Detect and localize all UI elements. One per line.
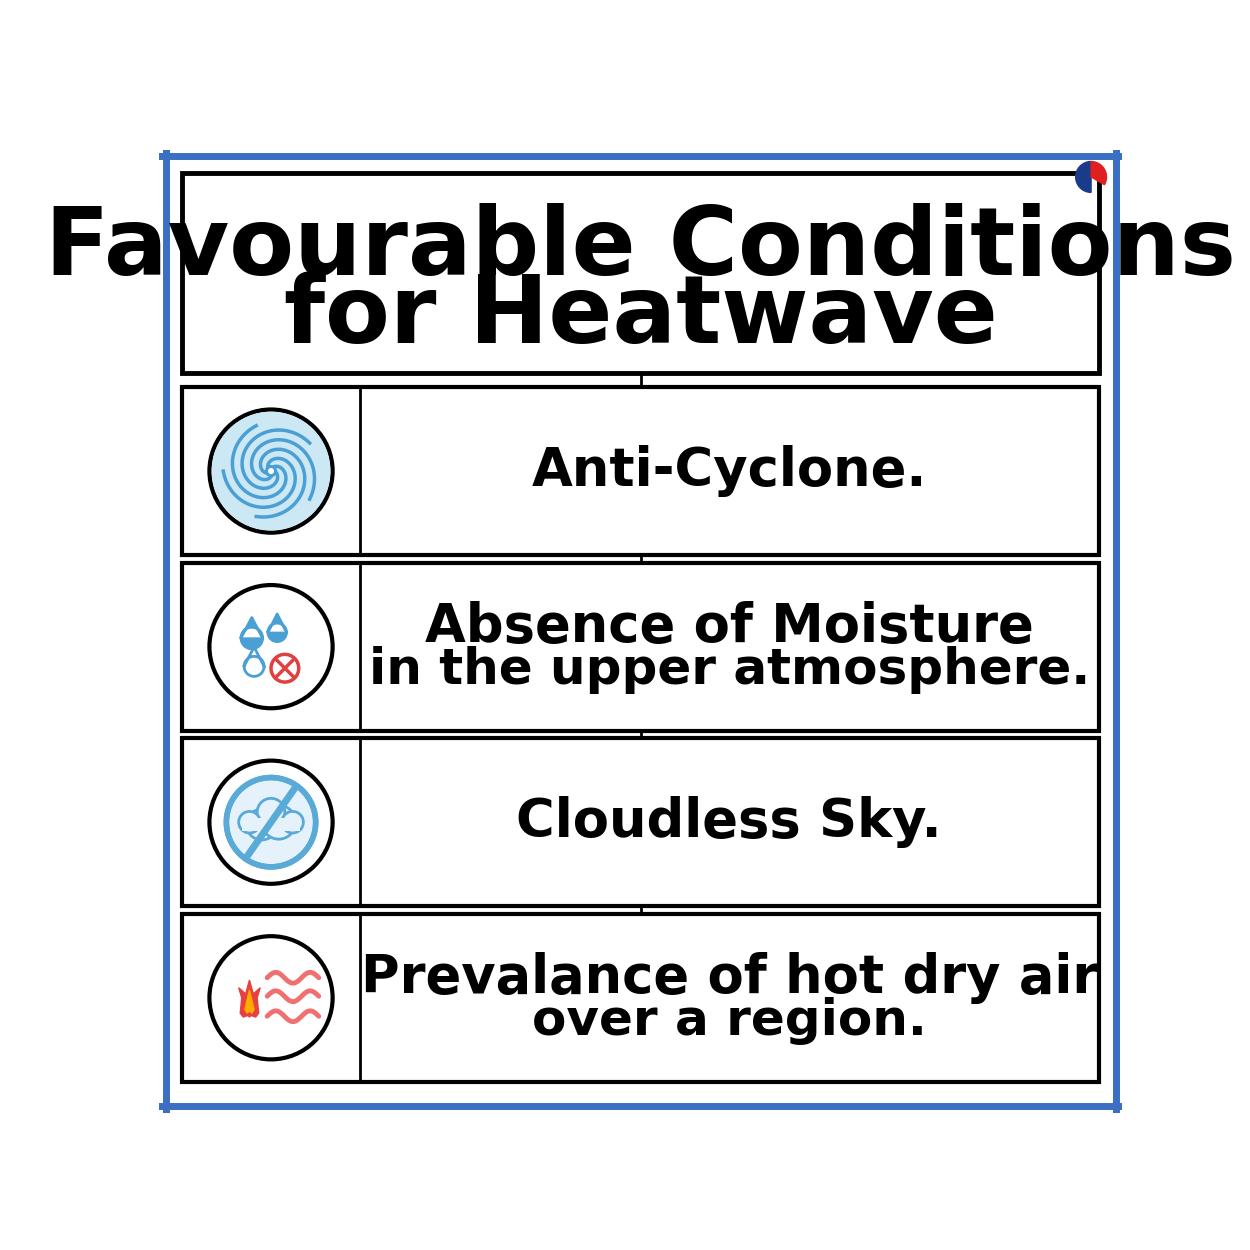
FancyBboxPatch shape <box>182 739 1099 906</box>
Circle shape <box>246 809 278 840</box>
Circle shape <box>210 410 332 532</box>
FancyBboxPatch shape <box>241 819 300 831</box>
Circle shape <box>258 799 285 826</box>
Circle shape <box>226 778 316 866</box>
FancyBboxPatch shape <box>182 914 1099 1081</box>
Circle shape <box>211 411 330 530</box>
Polygon shape <box>1091 161 1106 185</box>
Circle shape <box>210 760 332 884</box>
Circle shape <box>269 469 274 474</box>
Circle shape <box>281 811 304 832</box>
Text: Prevalance of hot dry air: Prevalance of hot dry air <box>360 951 1098 1004</box>
FancyBboxPatch shape <box>182 388 1099 555</box>
Circle shape <box>210 936 332 1059</box>
Text: Favourable Conditions: Favourable Conditions <box>45 204 1236 295</box>
Circle shape <box>239 811 260 832</box>
Text: over a region.: over a region. <box>531 996 926 1045</box>
Text: Anti-Cyclone.: Anti-Cyclone. <box>531 445 926 498</box>
Polygon shape <box>245 990 254 1014</box>
Text: Absence of Moisture: Absence of Moisture <box>425 601 1034 652</box>
Circle shape <box>210 585 332 709</box>
Text: for Heatwave: for Heatwave <box>284 271 998 364</box>
Polygon shape <box>239 980 260 1017</box>
Polygon shape <box>268 614 286 641</box>
Polygon shape <box>1076 161 1091 192</box>
Circle shape <box>261 805 296 839</box>
Text: Cloudless Sky.: Cloudless Sky. <box>516 796 942 849</box>
Circle shape <box>266 466 276 476</box>
Polygon shape <box>241 618 262 649</box>
FancyBboxPatch shape <box>182 173 1099 374</box>
Text: in the upper atmosphere.: in the upper atmosphere. <box>369 646 1090 694</box>
FancyBboxPatch shape <box>182 562 1099 730</box>
Circle shape <box>271 654 299 682</box>
